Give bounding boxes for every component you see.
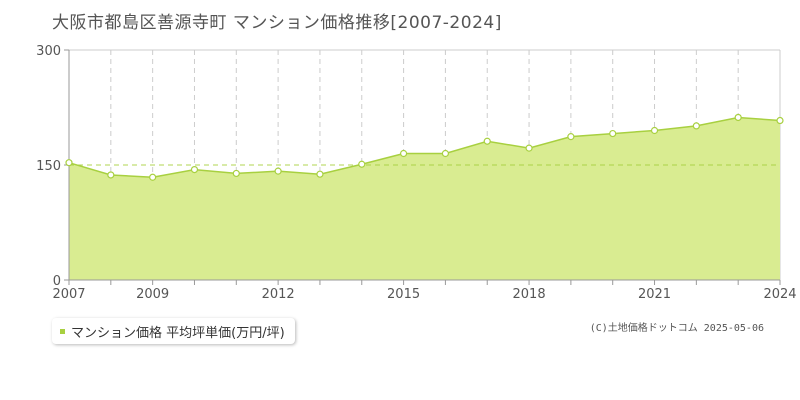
data-point — [441, 149, 450, 158]
y-tick-label: 150 — [36, 159, 61, 174]
data-point — [316, 170, 324, 178]
data-point — [734, 113, 742, 122]
series-area — [68, 116, 781, 280]
x-tick-label: 2024 — [763, 287, 796, 302]
tick-labels: 0 150 300 2007 2009 2012 2015 2018 2021 2024 — [36, 44, 796, 302]
legend-swatch — [60, 328, 65, 334]
axes — [64, 49, 781, 285]
data-point — [567, 133, 575, 141]
data-point — [525, 144, 533, 152]
series-markers — [65, 113, 784, 181]
data-point — [190, 166, 199, 174]
data-point — [149, 173, 157, 181]
data-point — [609, 129, 617, 138]
data-point — [65, 159, 73, 167]
data-point — [274, 167, 282, 175]
legend: マンション価格 平均坪単価(万円/坪) — [52, 318, 295, 344]
data-point — [650, 126, 659, 135]
area-fill — [69, 117, 780, 280]
x-tick-label: 2007 — [52, 287, 85, 302]
data-point — [399, 149, 408, 158]
x-tick-label: 2012 — [262, 287, 295, 302]
y-tick-label: 0 — [53, 274, 61, 289]
x-tick-label: 2009 — [136, 287, 169, 302]
legend-label: マンション価格 平均坪単価(万円/坪) — [71, 325, 285, 341]
credit-text: (C)土地価格ドットコム 2025-05-06 — [589, 323, 764, 334]
x-tick-label: 2018 — [513, 287, 546, 302]
x-tick-label: 2015 — [387, 287, 420, 302]
chart-title: 大阪市都島区善源寺町 マンション価格推移[2007-2024] — [52, 13, 502, 33]
data-point — [107, 171, 115, 179]
series-line — [68, 116, 781, 179]
data-point — [232, 169, 240, 178]
y-tick-label: 300 — [36, 44, 61, 59]
data-point — [483, 137, 491, 145]
data-point — [692, 122, 700, 130]
x-tick-label: 2021 — [638, 287, 671, 302]
data-point — [776, 116, 784, 125]
data-point — [358, 160, 366, 168]
